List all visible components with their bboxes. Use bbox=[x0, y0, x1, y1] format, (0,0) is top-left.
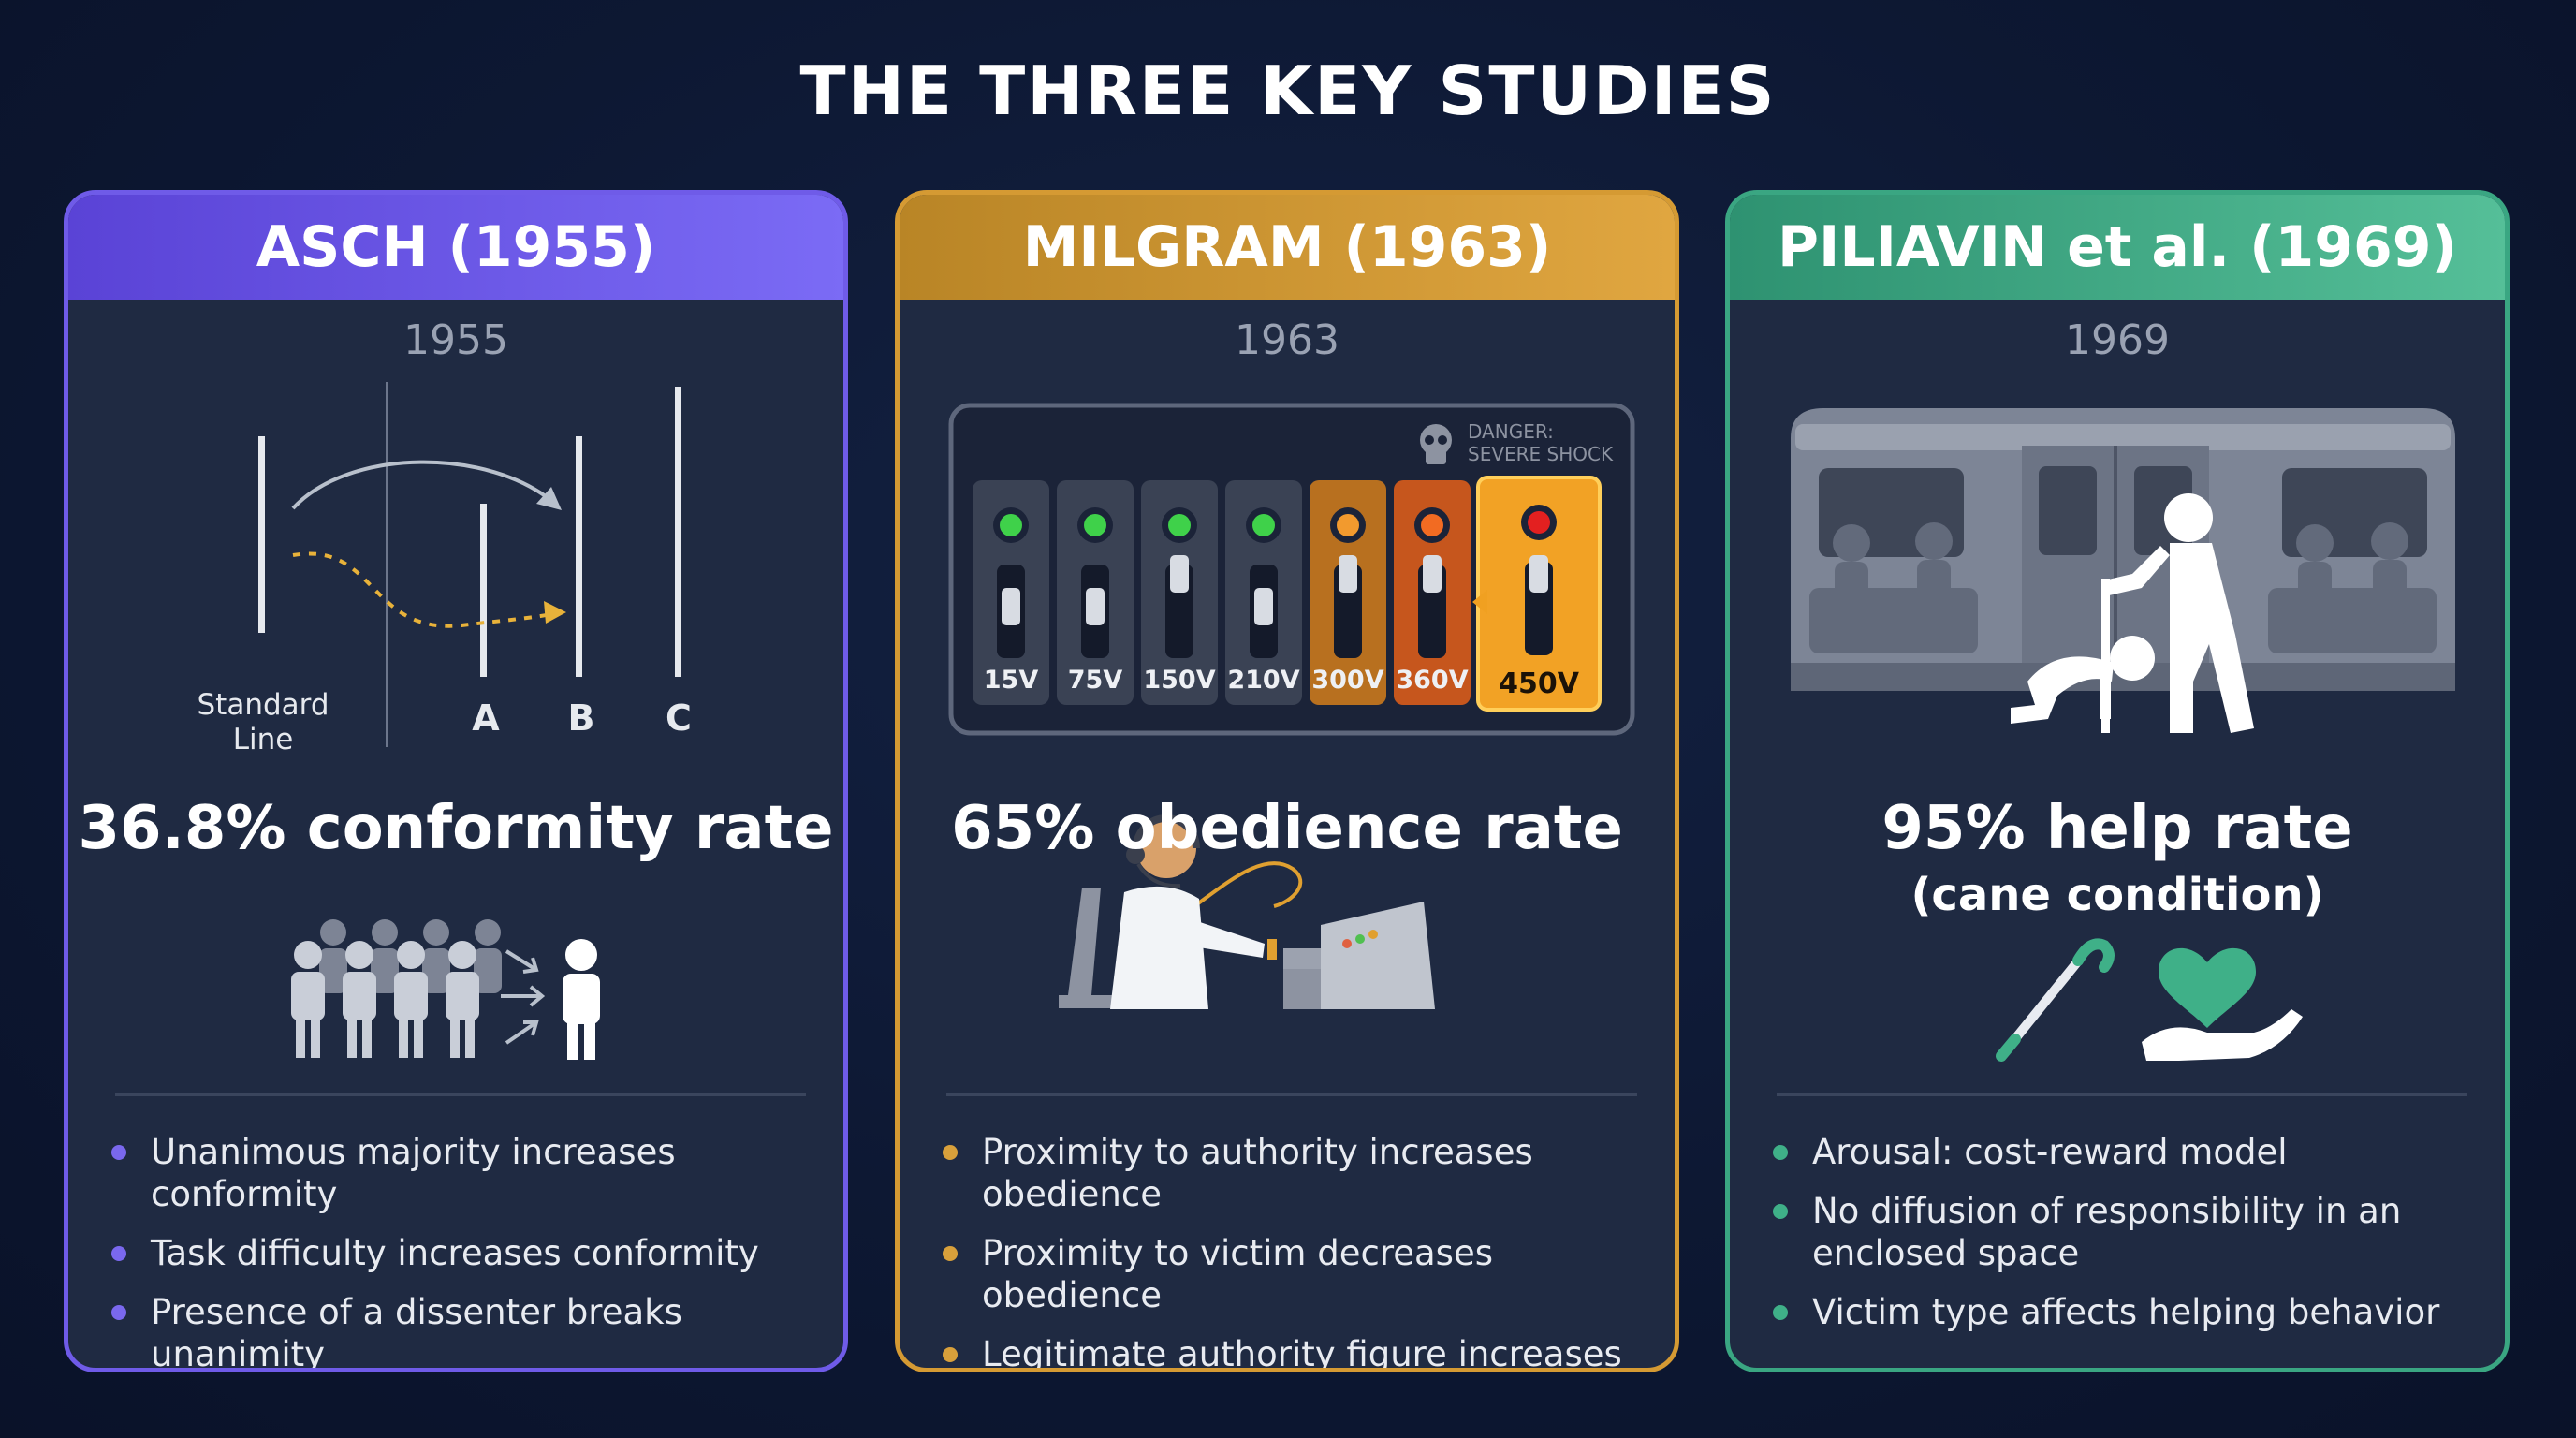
switch-toggle bbox=[1339, 555, 1357, 593]
bullet-dot bbox=[1773, 1204, 1788, 1219]
asch-bullets: Unanimous majority increases conformity … bbox=[110, 1131, 830, 1368]
piliavin-bullets: Arousal: cost-reward model No diffusion … bbox=[1771, 1131, 2492, 1350]
danger-label-line2: SEVERE SHOCK bbox=[1468, 443, 1614, 465]
standard-line-label: Standard bbox=[197, 688, 329, 722]
line-comparison-icon: Standard Line A B C bbox=[197, 382, 692, 1060]
voltage-label: 150V bbox=[1143, 666, 1215, 695]
asch-divider bbox=[115, 1093, 806, 1096]
indicator-light bbox=[1528, 511, 1550, 534]
bullet-dot bbox=[943, 1145, 958, 1160]
skull-icon bbox=[1420, 424, 1452, 464]
bullet-dot bbox=[111, 1145, 126, 1160]
line-a-label: A bbox=[472, 697, 500, 739]
list-item: Arousal: cost-reward model bbox=[1771, 1131, 2492, 1173]
milgram-bullets: Proximity to authority increases obedien… bbox=[941, 1131, 1661, 1368]
piliavin-year: 1969 bbox=[2065, 316, 2170, 364]
line-c-label: C bbox=[666, 697, 692, 739]
asch-card: ASCH (1955) 1955 Standard Line A B C bbox=[64, 190, 848, 1372]
switch-150v: 150V bbox=[1141, 480, 1218, 705]
indicator-light bbox=[1168, 514, 1191, 536]
list-item: Proximity to authority increases obedien… bbox=[941, 1131, 1661, 1215]
piliavin-stat-sub: (cane condition) bbox=[1910, 869, 2324, 921]
voltage-label: 15V bbox=[984, 666, 1039, 695]
voltage-label: 75V bbox=[1068, 666, 1123, 695]
switch-toggle bbox=[1423, 555, 1442, 593]
milgram-stat: 65% obedience rate bbox=[951, 794, 1623, 863]
milgram-card-header: MILGRAM (1963) bbox=[900, 195, 1675, 300]
bullet-dot bbox=[1773, 1305, 1788, 1320]
asch-year: 1955 bbox=[403, 316, 508, 364]
list-item: Presence of a dissenter breaks unanimity bbox=[110, 1291, 830, 1368]
switch-toggle bbox=[1170, 555, 1189, 593]
switch-toggle bbox=[1086, 588, 1105, 625]
list-item: Unanimous majority increases conformity bbox=[110, 1131, 830, 1215]
switch-450v: 450V bbox=[1476, 476, 1602, 712]
piliavin-card-header: PILIAVIN et al. (1969) bbox=[1730, 195, 2505, 300]
subway-carriage-icon bbox=[1791, 408, 2455, 1062]
switch-toggle bbox=[1002, 588, 1020, 625]
switch-toggle bbox=[1530, 555, 1548, 593]
indicator-light bbox=[1084, 514, 1106, 536]
piliavin-stat: 95% help rate bbox=[1881, 794, 2353, 863]
standard-line-label-2: Line bbox=[233, 723, 294, 756]
voltage-label: 450V bbox=[1499, 668, 1580, 700]
list-item: No diffusion of responsibility in an enc… bbox=[1771, 1190, 2492, 1274]
piliavin-card: PILIAVIN et al. (1969) 1969 bbox=[1725, 190, 2510, 1372]
danger-label-line1: DANGER: bbox=[1468, 420, 1554, 443]
switch-toggle bbox=[1254, 588, 1273, 625]
switch-360v: 360V bbox=[1394, 480, 1471, 705]
switch-75v: 75V bbox=[1057, 480, 1134, 705]
asch-stat: 36.8% conformity rate bbox=[78, 794, 834, 863]
list-item: Task difficulty increases conformity bbox=[110, 1232, 830, 1274]
indicator-light bbox=[1337, 514, 1359, 536]
voltage-label: 210V bbox=[1227, 666, 1299, 695]
indicator-light bbox=[1000, 514, 1022, 536]
page-title: THE THREE KEY STUDIES bbox=[799, 51, 1777, 130]
milgram-year: 1963 bbox=[1235, 316, 1339, 364]
list-item: Legitimate authority figure increases ob… bbox=[941, 1333, 1661, 1368]
cane-icon bbox=[1996, 938, 2115, 1062]
asch-card-header: ASCH (1955) bbox=[68, 195, 843, 300]
shock-generator-icon: DANGER: SEVERE SHOCK 15V 75V 150V 210V 300V 3… bbox=[948, 403, 1635, 1009]
bullet-dot bbox=[943, 1347, 958, 1362]
indicator-light bbox=[1252, 514, 1275, 536]
list-item: Proximity to victim decreases obedience bbox=[941, 1232, 1661, 1316]
piliavin-divider bbox=[1777, 1093, 2467, 1096]
line-b-label: B bbox=[568, 697, 595, 739]
heart-in-hand-icon bbox=[2142, 947, 2303, 1061]
teacher-at-console-icon bbox=[1059, 814, 1435, 1009]
milgram-card: MILGRAM (1963) 1963 DANGER: SEVERE SHOCK… bbox=[895, 190, 1679, 1372]
bullet-dot bbox=[111, 1246, 126, 1261]
switch-15v: 15V bbox=[973, 480, 1049, 705]
milgram-divider bbox=[946, 1093, 1637, 1096]
group-pressure-icon bbox=[291, 919, 600, 1060]
switch-210v: 210V bbox=[1225, 480, 1302, 705]
voltage-label: 360V bbox=[1396, 666, 1468, 695]
bullet-dot bbox=[1773, 1145, 1788, 1160]
switch-300v: 300V bbox=[1310, 480, 1386, 705]
bullet-dot bbox=[111, 1305, 126, 1320]
voltage-label: 300V bbox=[1311, 666, 1383, 695]
bullet-dot bbox=[943, 1246, 958, 1261]
list-item: Victim type affects helping behavior bbox=[1771, 1291, 2492, 1333]
indicator-light bbox=[1421, 514, 1443, 536]
